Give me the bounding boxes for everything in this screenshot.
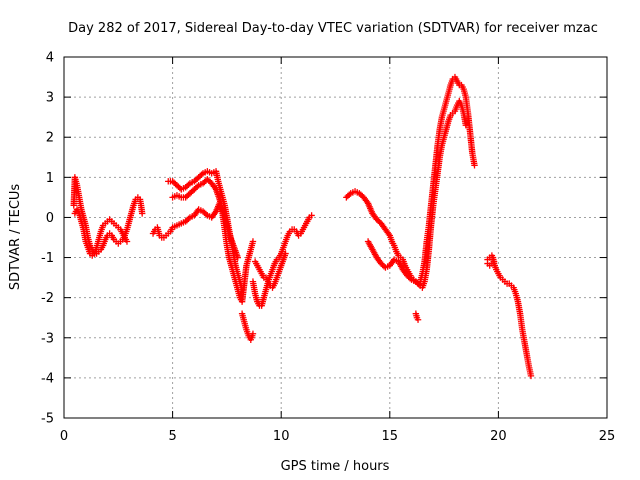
data-point-marker [406, 275, 414, 282]
y-tick-label: -2 [41, 291, 54, 306]
data-point-marker [234, 254, 241, 261]
data-point-marker [527, 372, 535, 380]
data-point-marker [282, 250, 289, 257]
data-markers [70, 73, 535, 380]
y-tick-label: 0 [46, 211, 54, 226]
data-point-marker [194, 183, 201, 190]
data-point-marker [249, 238, 257, 245]
y-tick-label: -4 [41, 371, 54, 386]
y-tick-label: 2 [46, 131, 54, 146]
y-axis-label: SDTVAR / TECUs [8, 184, 23, 291]
data-point-marker [462, 121, 470, 129]
plot-frame [63, 56, 608, 419]
data-point-marker [471, 162, 478, 169]
data-point-marker [202, 210, 210, 218]
data-point-marker [490, 258, 498, 265]
data-point-marker [238, 286, 246, 293]
x-tick-label: 20 [490, 429, 507, 444]
data-point-marker [138, 210, 146, 217]
y-tick-label: 3 [46, 91, 54, 106]
y-tick-label: -5 [41, 412, 54, 427]
x-tick-label: 25 [599, 429, 616, 444]
chart-title: Day 282 of 2017, Sidereal Day-to-day VTE… [68, 21, 598, 36]
x-tick-label: 10 [273, 429, 290, 444]
data-point-marker [198, 171, 205, 178]
data-point-marker [185, 181, 192, 188]
data-point-marker [346, 191, 353, 198]
data-point-marker [414, 316, 422, 323]
data-point-marker [185, 215, 192, 222]
x-axis-label: GPS time / hours [281, 459, 390, 474]
data-point-marker [123, 238, 131, 245]
y-tick-label: 4 [46, 51, 54, 66]
axis-ticks: 0 5 10 15 20 25 -5 -4 -3 -2 -1 0 1 2 3 4 [41, 51, 615, 445]
data-point-marker [415, 281, 422, 288]
x-tick-label: 5 [168, 429, 176, 444]
x-tick-label: 0 [60, 429, 68, 444]
x-tick-label: 15 [382, 429, 399, 444]
y-tick-label: -1 [41, 251, 54, 266]
data-point-marker [249, 330, 257, 337]
data-point-marker [308, 212, 315, 219]
grid-lines [64, 57, 607, 418]
y-tick-label: -3 [41, 331, 54, 346]
y-tick-label: 1 [46, 171, 54, 186]
